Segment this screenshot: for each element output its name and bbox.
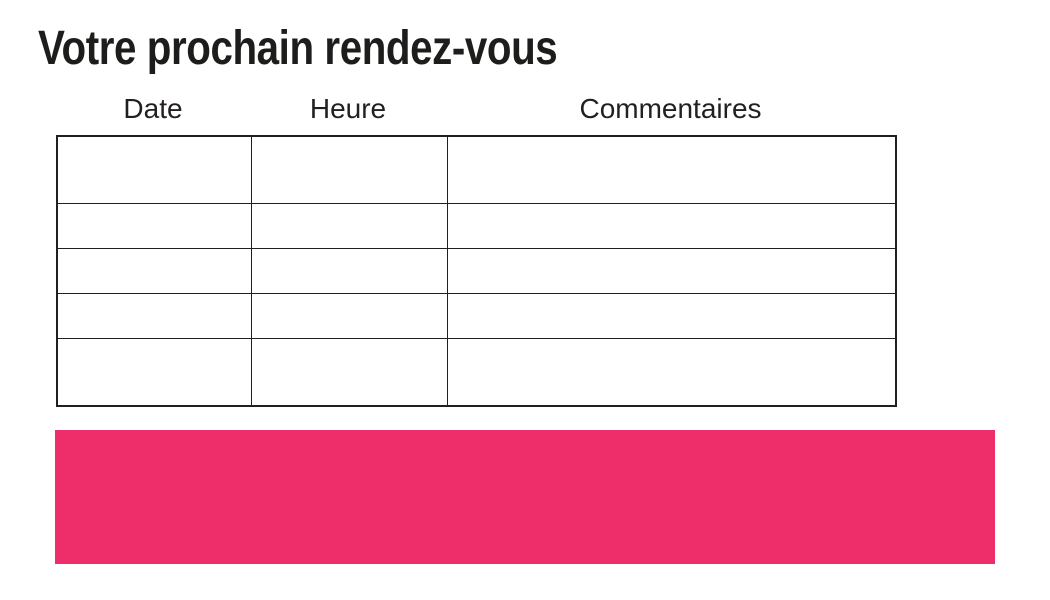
table-row [56,338,897,407]
cell-heure [250,338,448,407]
cell-commentaires [446,203,897,249]
table-row [56,248,897,294]
cell-commentaires [446,135,897,204]
cell-heure [250,135,448,204]
table-row [56,203,897,249]
table-column-headers: Date Heure Commentaires [56,92,895,126]
cell-heure [250,248,448,294]
appointments-table [56,135,897,407]
table-row [56,293,897,339]
cell-date [56,135,252,204]
cell-date [56,293,252,339]
cell-date [56,248,252,294]
column-header-date: Date [123,93,183,124]
cell-heure [250,293,448,339]
cell-commentaires [446,293,897,339]
cell-date [56,338,252,407]
cell-commentaires [446,248,897,294]
column-header-heure: Heure [309,93,387,124]
cell-commentaires [446,338,897,407]
page-title: Votre prochain rendez-vous [38,22,656,75]
table-row [56,135,897,204]
cell-date [56,203,252,249]
cell-heure [250,203,448,249]
column-header-commentaires: Commentaires [579,93,762,124]
pink-banner [55,430,995,564]
page-title-text: Votre prochain rendez-vous [38,22,558,75]
